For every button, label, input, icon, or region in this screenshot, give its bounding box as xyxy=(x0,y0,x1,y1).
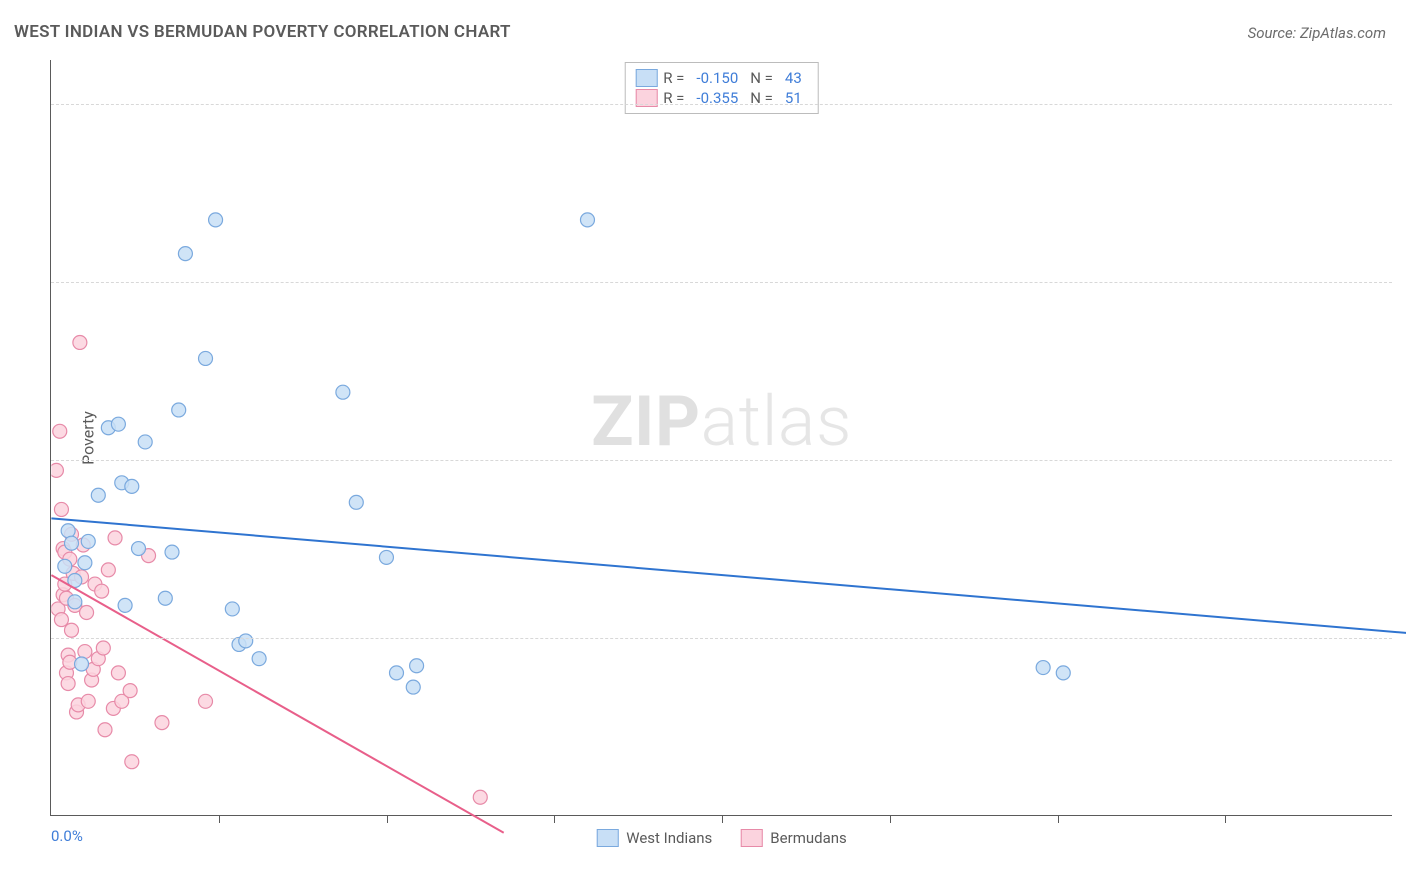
swatch-bermudans-bottom xyxy=(740,829,762,847)
data-point xyxy=(53,424,67,438)
data-point xyxy=(61,677,75,691)
r-value-west-indians: -0.150 xyxy=(690,69,744,87)
chart-container: WEST INDIAN VS BERMUDAN POVERTY CORRELAT… xyxy=(0,0,1406,892)
data-point xyxy=(379,550,393,564)
data-point xyxy=(406,680,420,694)
data-point xyxy=(123,684,137,698)
x-tick-mark xyxy=(1058,815,1059,823)
data-point xyxy=(58,559,72,573)
data-point xyxy=(239,634,253,648)
plot-area: Poverty ZIPatlas R = -0.150 N = 43 R = -… xyxy=(50,60,1392,816)
data-point xyxy=(78,556,92,570)
data-point xyxy=(125,755,139,769)
legend-item-west-indians: West Indians xyxy=(596,829,712,847)
data-point xyxy=(225,602,239,616)
data-point xyxy=(132,542,146,556)
x-tick-mark xyxy=(722,815,723,823)
data-point xyxy=(580,213,594,227)
data-point xyxy=(81,694,95,708)
source-attribution: Source: ZipAtlas.com xyxy=(1248,24,1386,42)
data-point xyxy=(111,417,125,431)
swatch-west-indians-bottom xyxy=(596,829,618,847)
data-point xyxy=(1056,666,1070,680)
data-point xyxy=(1036,661,1050,675)
data-point xyxy=(138,435,152,449)
swatch-west-indians xyxy=(635,69,657,87)
data-point xyxy=(61,524,75,538)
data-point xyxy=(91,488,105,502)
gridline xyxy=(51,104,1392,105)
data-point xyxy=(75,657,89,671)
data-point xyxy=(95,584,109,598)
data-point xyxy=(172,403,186,417)
legend-label-bermudans: Bermudans xyxy=(770,829,846,847)
data-point xyxy=(65,536,79,550)
data-point xyxy=(49,463,63,477)
r-label: R = xyxy=(663,69,684,87)
data-point xyxy=(252,652,266,666)
n-value-west-indians: 43 xyxy=(779,69,808,87)
data-point xyxy=(81,534,95,548)
data-point xyxy=(108,531,122,545)
data-point xyxy=(118,598,132,612)
data-point xyxy=(390,666,404,680)
trend-line xyxy=(51,518,1406,637)
data-point xyxy=(125,479,139,493)
legend-label-west-indians: West Indians xyxy=(626,829,712,847)
legend-series: West Indians Bermudans xyxy=(596,829,847,847)
data-point xyxy=(199,351,213,365)
x-tick-mark xyxy=(387,815,388,823)
data-point xyxy=(473,790,487,804)
data-point xyxy=(68,595,82,609)
chart-svg xyxy=(51,60,1392,815)
legend-stats-row-west-indians: R = -0.150 N = 43 xyxy=(635,69,808,87)
data-point xyxy=(165,545,179,559)
x-tick-mark xyxy=(1225,815,1226,823)
data-point xyxy=(111,666,125,680)
data-point xyxy=(336,385,350,399)
data-point xyxy=(199,694,213,708)
x-tick-mark xyxy=(219,815,220,823)
data-point xyxy=(155,716,169,730)
chart-title: WEST INDIAN VS BERMUDAN POVERTY CORRELAT… xyxy=(14,22,511,42)
data-point xyxy=(96,641,110,655)
x-tick-mark xyxy=(890,815,891,823)
data-point xyxy=(209,213,223,227)
data-point xyxy=(80,605,94,619)
data-point xyxy=(73,335,87,349)
gridline xyxy=(51,282,1392,283)
data-point xyxy=(158,591,172,605)
data-point xyxy=(101,563,115,577)
data-point xyxy=(410,659,424,673)
data-point xyxy=(78,645,92,659)
data-point xyxy=(54,502,68,516)
data-point xyxy=(54,613,68,627)
data-point xyxy=(98,723,112,737)
data-point xyxy=(349,495,363,509)
data-point xyxy=(178,247,192,261)
gridline xyxy=(51,460,1392,461)
n-label: N = xyxy=(750,69,773,87)
legend-item-bermudans: Bermudans xyxy=(740,829,846,847)
x-tick-mark xyxy=(554,815,555,823)
legend-stats: R = -0.150 N = 43 R = -0.355 N = 51 xyxy=(624,62,819,114)
x-tick-label: 0.0% xyxy=(51,827,83,845)
gridline xyxy=(51,638,1392,639)
data-point xyxy=(65,623,79,637)
